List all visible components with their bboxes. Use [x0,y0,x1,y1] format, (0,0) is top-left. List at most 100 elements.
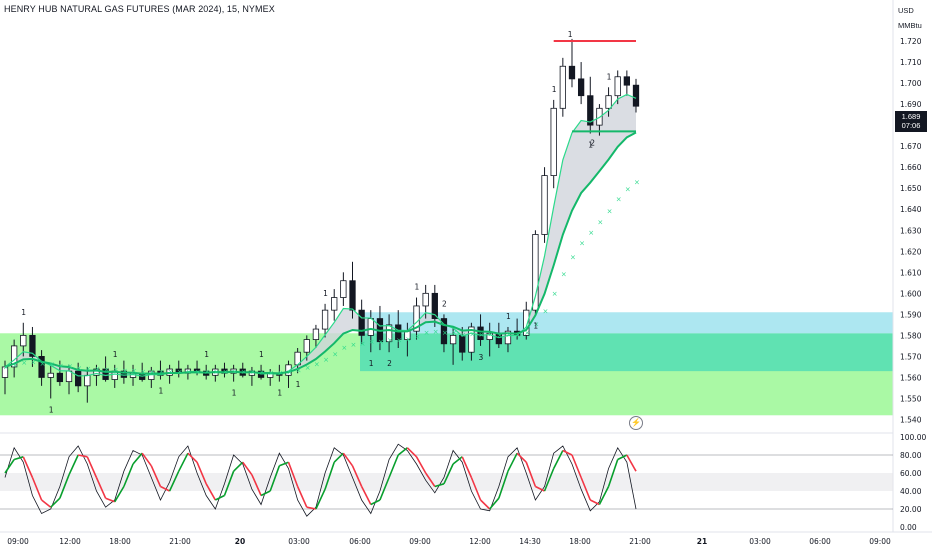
stoch-d-segment [132,452,143,465]
level-label: 2 [590,138,595,147]
stoch-d-segment [105,497,116,503]
candle-up [20,334,27,347]
stoch-band [0,473,893,491]
cyan-zone [360,312,893,334]
candle-down [38,356,45,378]
ema-slow-line [4,131,637,375]
candle-up [422,292,429,307]
candle-down [358,309,365,336]
x-tick-label: 18:00 [109,537,131,546]
trail-cross: × [40,360,46,368]
stoch-d-segment [260,490,271,497]
y-tick-label: 1.650 [900,184,922,193]
stoch-d-segment [562,449,573,456]
stoch-d-segment [196,461,207,485]
annotation-label: 1 [506,312,511,321]
stoch-d-segment [233,461,244,472]
zones [0,312,893,416]
stoch-d-segment [315,488,326,510]
stoch-d-segment [4,459,15,474]
trail-cross: × [497,332,503,340]
stoch-tick-label: 80.00 [900,451,922,460]
y-tick-label: 1.620 [900,247,922,256]
stoch-d-segment [13,456,24,461]
trail-cross: × [607,207,613,215]
stoch-d-segment [552,450,564,469]
trail-cross: × [396,337,402,345]
candle-down [75,370,82,387]
last-price-value: 1.689 [901,112,921,121]
candle-up [11,345,18,368]
x-tick-label: 09:00 [409,537,431,546]
stoch-d-segment [95,477,107,499]
trail-cross: × [387,337,393,345]
candle-up [550,107,557,176]
trail-cross: × [204,368,210,376]
candle-up [93,368,100,376]
stoch-d-segment [22,456,34,478]
candle-up [385,324,393,343]
stoch-d-segment [342,452,354,467]
candle-up [312,328,320,340]
trail-cross: × [588,229,594,237]
trail-cross: × [286,368,292,376]
annotation-label: 1 [588,141,593,150]
indicator-lines: × × × × × × × × × × × × × × × × × × × × × × × × × × × × × × × × × × ×××× × ×… [3,93,640,377]
candle-up [532,234,539,311]
candle-down [632,84,640,107]
stoch-tick-label: 40.00 [900,487,922,496]
x-tick-label: 20 [235,537,245,546]
stoch-d-segment [397,447,408,456]
annotation-label: 1 [369,359,374,368]
trail-cross: × [213,368,219,376]
teal-zone [360,333,893,372]
trail-cross: × [597,218,603,226]
candle-down [56,372,64,383]
stoch-d-segment [205,483,217,501]
annotation-label: 1 [415,283,420,292]
trail-cross: × [140,368,146,376]
stoch-d-segment [141,452,152,467]
x-tick-label: 09:00 [7,537,29,546]
candle-down [623,76,630,86]
trail-cross: × [94,365,100,373]
trail-cross: × [296,367,302,375]
stoch-d-segment [168,470,180,492]
y-tick-label: 1.590 [900,310,922,319]
annotation-label: 1 [296,380,301,389]
stoch-d-segment [123,463,134,487]
candle-up [65,370,73,383]
candle-down [568,65,576,80]
x-tick-label: 21 [697,537,707,546]
trail-cross: × [341,344,347,352]
unit-label[interactable]: MMBtu [898,21,922,30]
trail-cross: × [442,329,448,337]
lightning-icon[interactable]: ⚡ [629,416,643,430]
trail-cross: × [479,331,485,339]
annotation-label: 1 [533,321,538,330]
candle-up [504,330,512,345]
candle-up [523,309,530,336]
y-tick-label: 1.670 [900,142,922,151]
trail-cross: × [552,290,558,298]
last-price-tag: 1.689 07:06 [895,111,927,132]
currency-label[interactable]: USD [898,6,914,15]
trail-cross: × [451,329,457,337]
stoch-d-segment [78,454,88,458]
trail-cross: × [369,338,375,346]
stoch-d-segment [50,497,61,508]
trail-cross: × [405,336,411,344]
stoch-tick-label: 0.00 [900,523,917,532]
y-tick-label: 1.640 [900,205,922,214]
stoch-d-segment [160,485,170,492]
stoch-d-segment [223,470,235,496]
trail-cross: × [543,308,549,316]
stoch-d-segment [333,452,344,463]
annotation-label: 1 [259,350,264,359]
stoch-d-segment [86,456,98,478]
x-tick-label: 21:00 [169,537,191,546]
trail-cross: × [21,359,27,367]
stoch-d-segment [187,452,198,463]
stoch-d-segment [360,486,372,505]
